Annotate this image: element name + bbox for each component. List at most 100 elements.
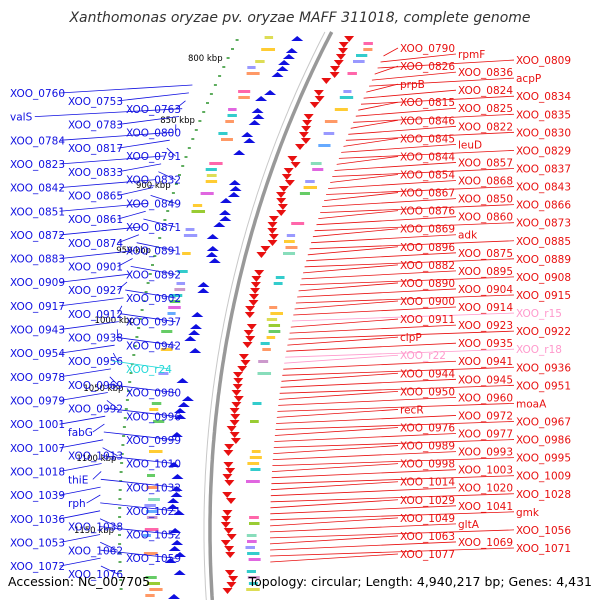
gene-label[interactable]: XOO_0892 (126, 269, 181, 281)
gene-label[interactable]: XOO_0753 (68, 96, 123, 108)
gene-label[interactable]: XOO_0944 (400, 368, 455, 380)
gene-label[interactable]: XOO_0986 (516, 435, 571, 447)
gene-label[interactable]: gmk (516, 507, 540, 519)
gene-label[interactable]: XOO_0936 (516, 362, 571, 374)
gene-label[interactable]: XOO_r22 (400, 350, 446, 362)
gene-label[interactable]: XOO_1039 (10, 490, 65, 502)
gene-label[interactable]: XOO_1009 (516, 471, 571, 483)
gene-label[interactable]: XOO_0871 (126, 222, 181, 234)
gene-label[interactable]: XOO_0836 (458, 67, 513, 79)
gene-label[interactable]: rph (68, 498, 86, 510)
gene-label[interactable]: XOO_0891 (126, 246, 181, 258)
gene-label[interactable]: XOO_1007 (10, 443, 65, 455)
gene-label[interactable]: XOO_r18 (516, 344, 562, 356)
gene-label[interactable]: fabG (68, 427, 93, 439)
gene-label[interactable]: XOO_0873 (516, 218, 571, 230)
gene-label[interactable]: XOO_1028 (516, 489, 571, 501)
gene-label[interactable]: XOO_1041 (458, 501, 513, 513)
gene-label[interactable]: XOO_0846 (400, 115, 455, 127)
gene-label[interactable]: XOO_0844 (400, 151, 455, 163)
gene-label[interactable]: adk (458, 230, 478, 242)
gene-label[interactable]: XOO_1063 (400, 531, 455, 543)
gene-label[interactable]: XOO_0763 (126, 104, 181, 116)
gene-label[interactable]: XOO_0889 (516, 254, 571, 266)
gene-label[interactable]: XOO_0876 (400, 206, 455, 218)
gene-label[interactable]: XOO_0972 (458, 410, 513, 422)
gene-label[interactable]: XOO_0851 (10, 206, 65, 218)
gene-label[interactable]: XOO_0865 (68, 191, 123, 203)
gene-label[interactable]: clpP (400, 332, 422, 344)
gene-label[interactable]: XOO_0911 (400, 314, 455, 326)
gene-label[interactable]: XOO_0937 (126, 317, 181, 329)
gene-label[interactable]: XOO_0927 (68, 285, 123, 297)
gene-label[interactable]: XOO_0837 (516, 163, 571, 175)
gene-label[interactable]: XOO_0817 (68, 143, 123, 155)
gene-label[interactable]: XOO_0868 (458, 176, 513, 188)
gene-label[interactable]: XOO_0909 (10, 277, 65, 289)
gene-label[interactable]: XOO_0956 (68, 356, 123, 368)
gene-label[interactable]: XOO_0869 (400, 224, 455, 236)
gene-label[interactable]: XOO_1032 (126, 482, 181, 494)
gene-label[interactable]: thiE (68, 474, 88, 486)
gene-label[interactable]: XOO_0978 (10, 372, 65, 384)
gene-label[interactable]: XOO_0861 (68, 214, 123, 226)
gene-label[interactable]: XOO_1014 (400, 477, 455, 489)
gene-label[interactable]: moaA (516, 398, 547, 410)
gene-label[interactable]: XOO_0908 (516, 272, 571, 284)
gene-label[interactable]: XOO_1020 (458, 483, 513, 495)
gene-label[interactable]: XOO_0843 (516, 182, 571, 194)
gene-label[interactable]: XOO_0950 (400, 386, 455, 398)
gene-label[interactable]: XOO_1072 (10, 561, 65, 573)
gene-label[interactable]: XOO_0935 (458, 338, 513, 350)
gene-label[interactable]: XOO_0904 (458, 284, 513, 296)
gene-label[interactable]: XOO_0783 (68, 120, 123, 132)
gene-label[interactable]: XOO_0941 (458, 356, 513, 368)
gene-label[interactable]: XOO_1013 (68, 451, 123, 463)
gene-label[interactable]: XOO_r24 (126, 364, 172, 376)
gene-label[interactable]: XOO_1076 (68, 569, 123, 581)
gene-label[interactable]: XOO_0832 (126, 175, 181, 187)
gene-label[interactable]: XOO_0996 (126, 411, 181, 423)
gene-label[interactable]: recR (400, 404, 424, 416)
gene-label[interactable]: XOO_0809 (516, 55, 571, 67)
gene-label[interactable]: XOO_1021 (126, 506, 181, 518)
gene-label[interactable]: XOO_0826 (400, 61, 455, 73)
gene-label[interactable]: gltA (458, 519, 480, 531)
gene-label[interactable]: XOO_1052 (126, 530, 181, 542)
gene-label[interactable]: XOO_0885 (516, 236, 571, 248)
gene-label[interactable]: XOO_1049 (400, 513, 455, 525)
gene-label[interactable]: XOO_0977 (458, 429, 513, 441)
gene-label[interactable]: XOO_0875 (458, 248, 513, 260)
gene-label[interactable]: XOO_0923 (458, 320, 513, 332)
gene-label[interactable]: XOO_0857 (458, 157, 513, 169)
gene-label[interactable]: acpP (516, 73, 541, 85)
gene-label[interactable]: XOO_0883 (10, 254, 65, 266)
gene-label[interactable]: XOO_0890 (400, 278, 455, 290)
gene-label[interactable]: XOO_1071 (516, 543, 571, 555)
gene-label[interactable]: XOO_0834 (516, 91, 571, 103)
gene-label[interactable]: XOO_0825 (458, 103, 513, 115)
gene-label[interactable]: XOO_0979 (10, 396, 65, 408)
gene-label[interactable]: XOO_0951 (516, 380, 571, 392)
gene-label[interactable]: XOO_0980 (126, 388, 181, 400)
gene-label[interactable]: XOO_0989 (400, 441, 455, 453)
gene-label[interactable]: valS (10, 112, 33, 124)
gene-label[interactable]: XOO_0992 (68, 403, 123, 415)
gene-label[interactable]: XOO_0942 (126, 340, 181, 352)
gene-label[interactable]: XOO_1056 (516, 525, 571, 537)
gene-label[interactable]: XOO_1059 (126, 553, 181, 565)
gene-label[interactable]: XOO_1001 (10, 419, 65, 431)
gene-label[interactable]: XOO_0815 (400, 97, 455, 109)
gene-label[interactable]: XOO_0835 (516, 109, 571, 121)
gene-label[interactable]: rpmF (458, 49, 485, 61)
gene-label[interactable]: XOO_0999 (126, 435, 181, 447)
gene-label[interactable]: XOO_0901 (68, 261, 123, 273)
gene-label[interactable]: XOO_1069 (458, 537, 513, 549)
gene-label[interactable]: XOO_0830 (516, 127, 571, 139)
gene-label[interactable]: leuD (458, 139, 482, 151)
gene-label[interactable]: XOO_0760 (10, 88, 65, 100)
gene-label[interactable]: XOO_0917 (10, 301, 65, 313)
gene-label[interactable]: XOO_0866 (516, 200, 571, 212)
gene-label[interactable]: XOO_0829 (516, 145, 571, 157)
gene-label[interactable]: XOO_0967 (516, 416, 571, 428)
